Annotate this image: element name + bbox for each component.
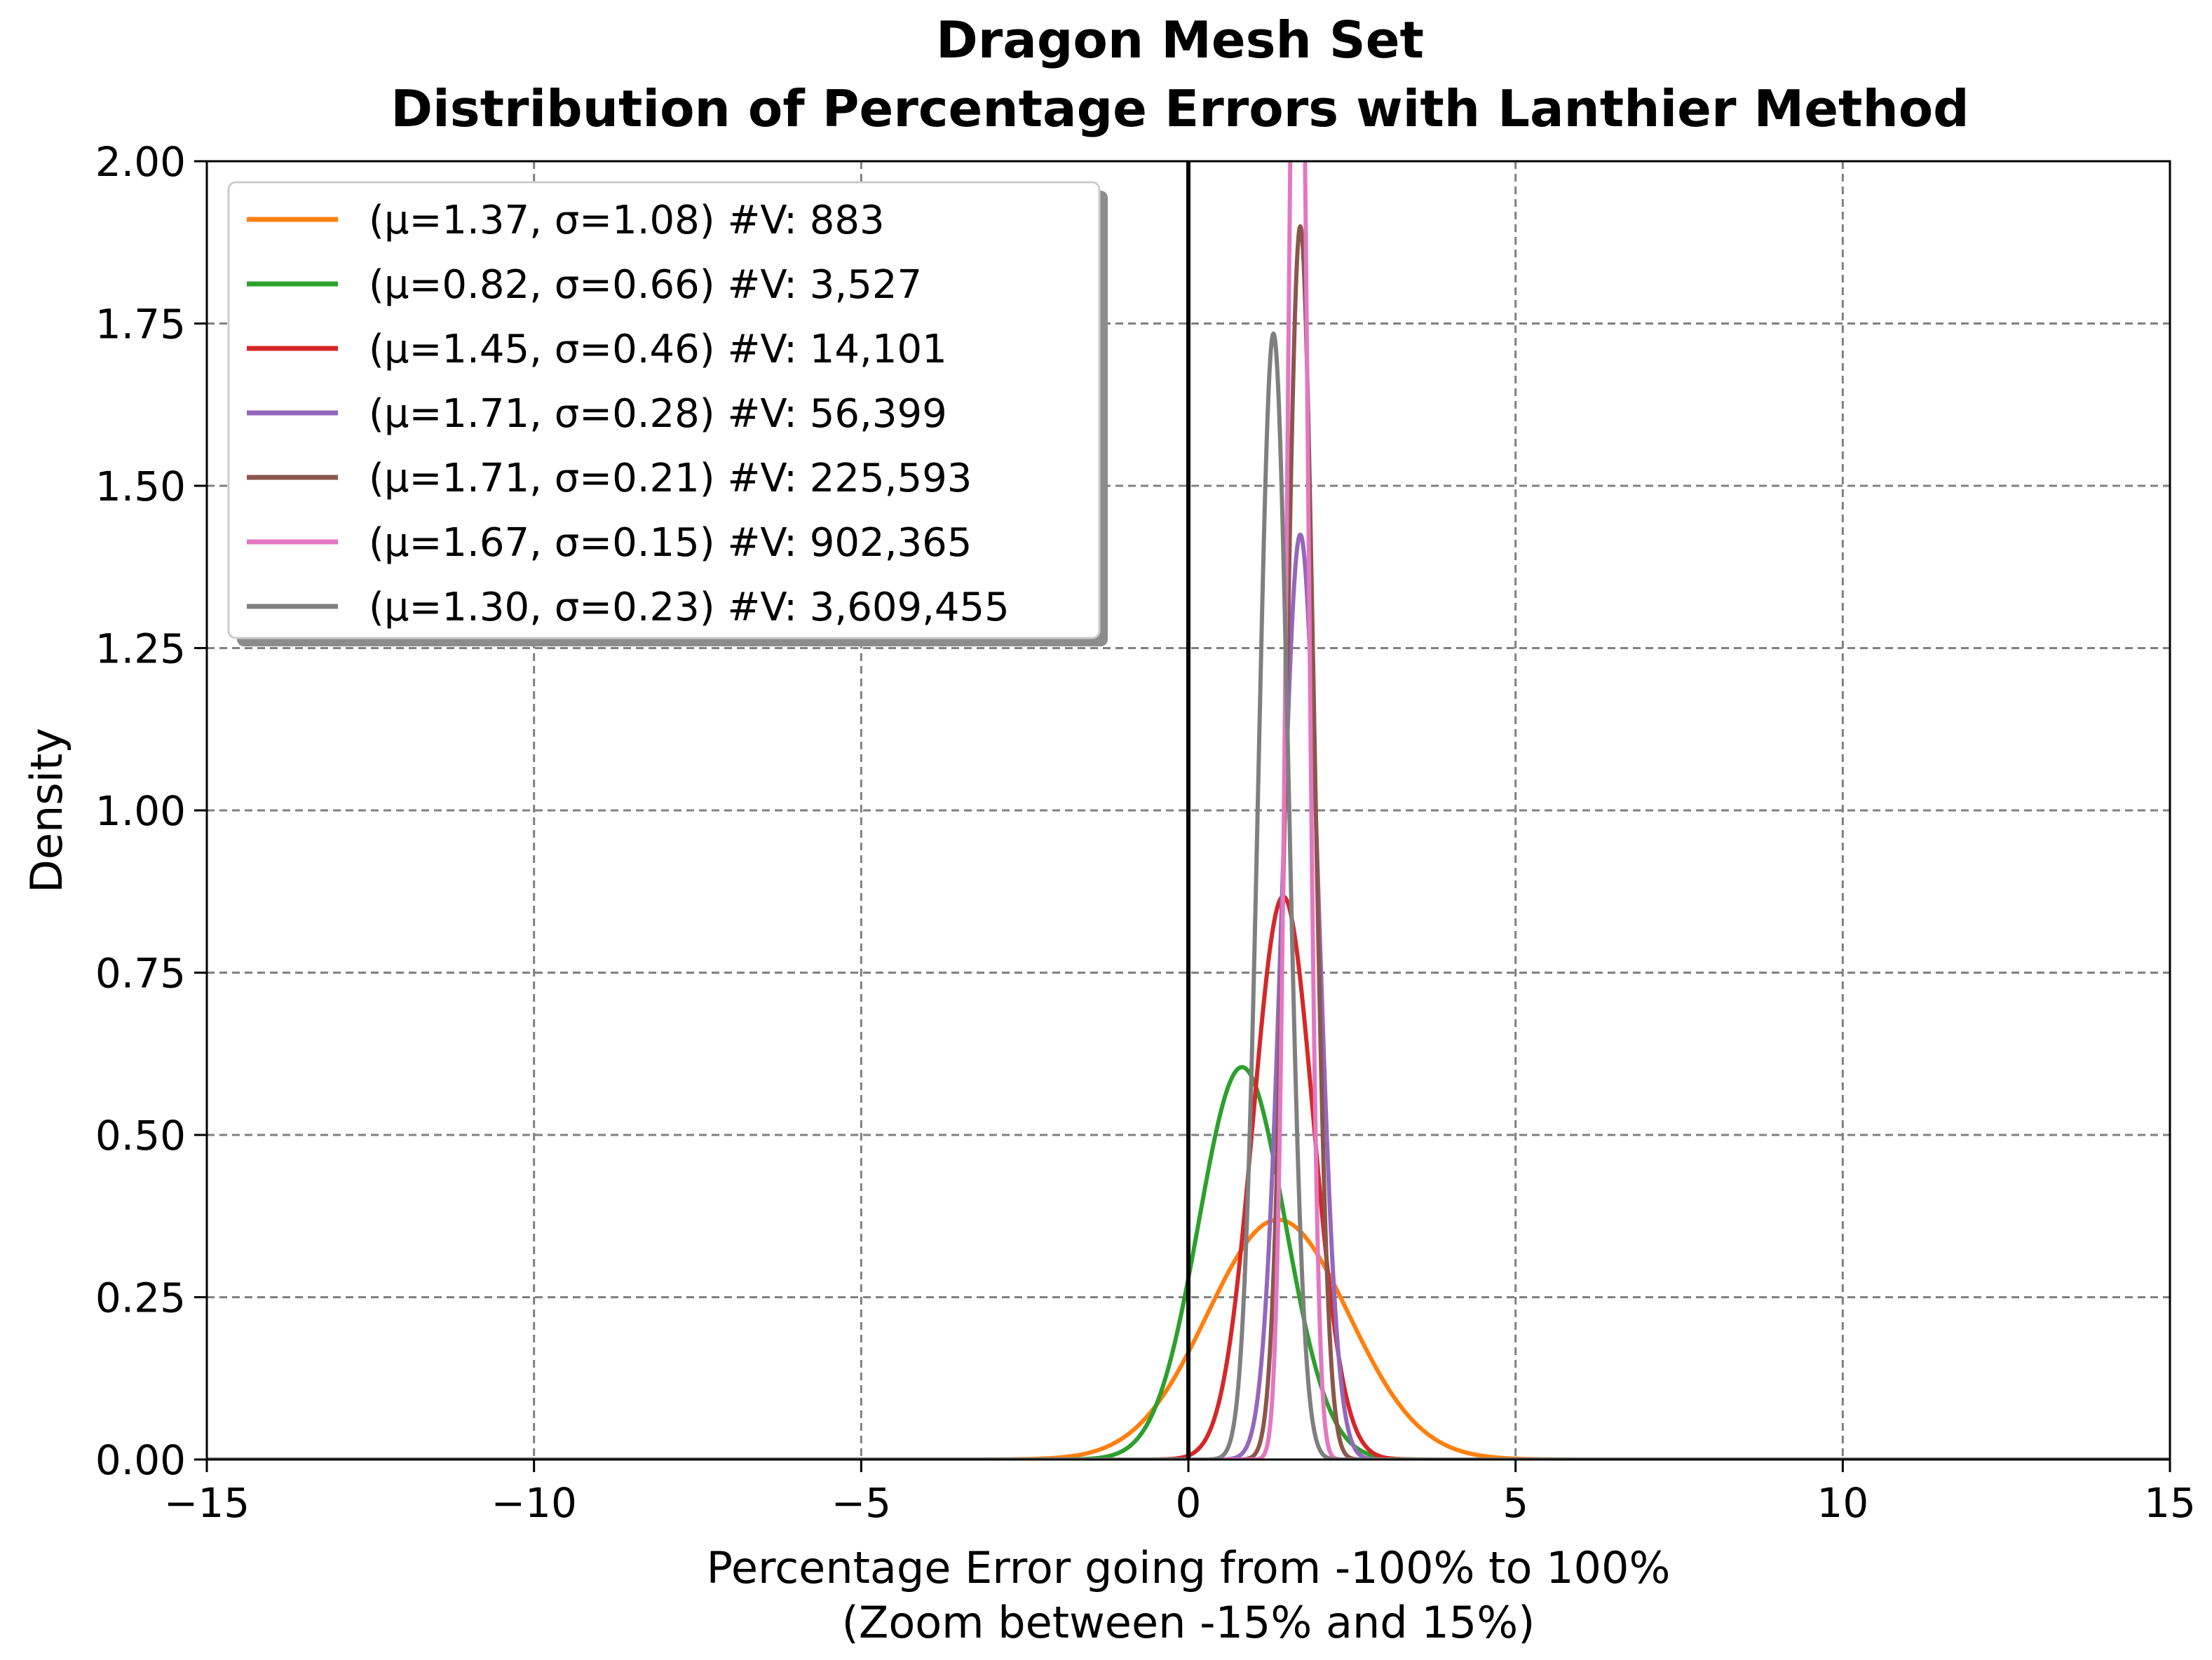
- legend-label-5: (μ=1.71, σ=0.21) #V: 225,593: [369, 456, 972, 501]
- legend-items: (μ=1.37, σ=1.08) #V: 883 (μ=0.82, σ=0.66)…: [247, 198, 1010, 630]
- chart-title-line-2: Distribution of Percentage Errors with L…: [391, 79, 1969, 138]
- chart-title-line-1: Dragon Mesh Set: [936, 11, 1424, 69]
- y-tick-label: 1.25: [95, 625, 186, 673]
- legend-label-2: (μ=0.82, σ=0.66) #V: 3,527: [369, 262, 922, 308]
- y-tick-label: 1.50: [95, 463, 186, 510]
- x-axis-label-line-2: (Zoom between -15% and 15%): [842, 1597, 1535, 1648]
- y-axis-ticks: 0.00 0.25 0.50 0.75 1.00 1.25 1.50 1.75 2.00: [95, 138, 207, 1484]
- x-axis-ticks: −15 −10 −5 0 5 10 15: [164, 1460, 2196, 1527]
- y-tick-label: 2.00: [95, 138, 186, 186]
- x-tick-label: 10: [1817, 1479, 1868, 1527]
- legend-label-7: (μ=1.30, σ=0.23) #V: 3,609,455: [369, 585, 1010, 630]
- y-tick-label: 0.00: [95, 1436, 186, 1484]
- x-tick-label: 5: [1502, 1479, 1528, 1527]
- y-tick-label: 0.25: [95, 1274, 186, 1322]
- legend-label-3: (μ=1.45, σ=0.46) #V: 14,101: [369, 327, 947, 372]
- y-tick-label: 0.75: [95, 950, 186, 998]
- x-tick-label: −5: [832, 1479, 892, 1527]
- legend-label-1: (μ=1.37, σ=1.08) #V: 883: [369, 198, 885, 243]
- y-tick-label: 1.00: [95, 787, 186, 835]
- x-tick-label: −10: [491, 1479, 576, 1527]
- x-tick-label: 15: [2144, 1479, 2196, 1527]
- y-tick-label: 0.50: [95, 1112, 186, 1159]
- legend-label-4: (μ=1.71, σ=0.28) #V: 56,399: [369, 391, 947, 437]
- y-axis-label: Density: [21, 728, 72, 893]
- x-tick-label: −15: [164, 1479, 250, 1527]
- legend-label-6: (μ=1.67, σ=0.15) #V: 902,365: [369, 520, 972, 566]
- legend-box: [227, 181, 1101, 639]
- y-tick-label: 1.75: [95, 301, 186, 348]
- legend: (μ=1.37, σ=1.08) #V: 883 (μ=0.82, σ=0.66)…: [227, 181, 1108, 646]
- x-axis-label-line-1: Percentage Error going from -100% to 100…: [707, 1542, 1671, 1593]
- x-tick-label: 0: [1176, 1479, 1202, 1527]
